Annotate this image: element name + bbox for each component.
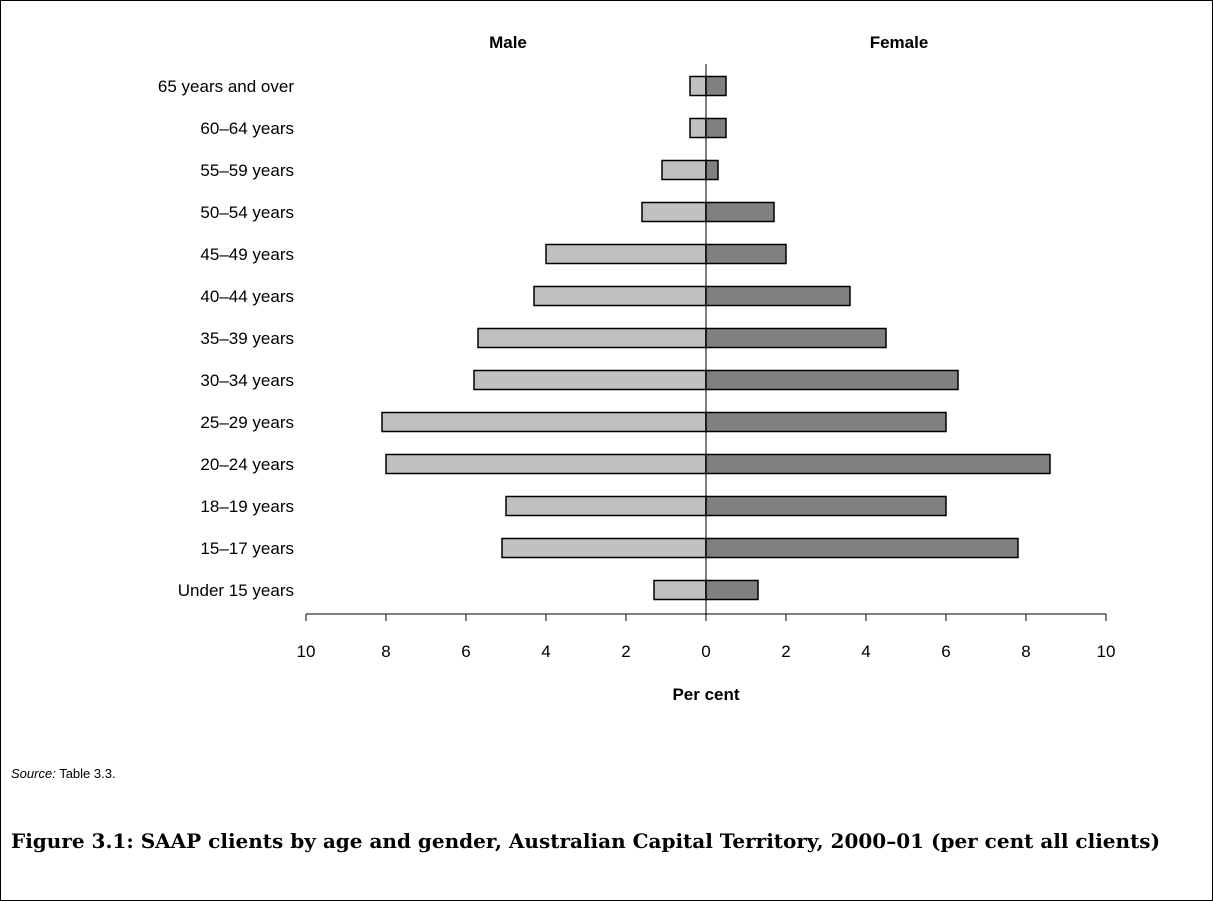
bar-male — [653, 579, 707, 601]
x-tick-label: 2 — [781, 642, 790, 661]
x-axis-title: Per cent — [672, 685, 739, 704]
category-label: 18–19 years — [200, 497, 294, 516]
x-tick-label: 4 — [541, 642, 550, 661]
x-tick-label: 0 — [701, 642, 710, 661]
category-label: 25–29 years — [200, 413, 294, 432]
x-tick-label: 4 — [861, 642, 870, 661]
bar-female — [705, 327, 887, 349]
category-label: 60–64 years — [200, 119, 294, 138]
x-tick-label: 8 — [1021, 642, 1030, 661]
category-label: 15–17 years — [200, 539, 294, 558]
bar-female — [705, 117, 727, 139]
x-tick-label: 10 — [297, 642, 316, 661]
bar-female — [705, 201, 775, 223]
category-label: 40–44 years — [200, 287, 294, 306]
bar-male — [501, 537, 707, 559]
population-pyramid-chart: Male Female 65 years and over 60–64 years 55… — [158, 33, 1116, 704]
source-note: Source: Table 3.3. — [11, 766, 116, 781]
bar-male — [385, 453, 707, 475]
x-tick-label: 6 — [941, 642, 950, 661]
bar-female — [705, 285, 851, 307]
source-label: Source: — [11, 766, 56, 781]
bar-male — [641, 201, 707, 223]
bar-female — [705, 159, 719, 181]
bar-male — [533, 285, 707, 307]
bar-male — [689, 117, 707, 139]
series-header-male: Male — [489, 33, 527, 52]
category-label: 55–59 years — [200, 161, 294, 180]
x-tick-label: 10 — [1097, 642, 1116, 661]
bar-male — [477, 327, 707, 349]
bar-male — [545, 243, 707, 265]
bar-female — [705, 411, 947, 433]
category-label: 45–49 years — [200, 245, 294, 264]
bar-female — [705, 75, 727, 97]
category-label: 50–54 years — [200, 203, 294, 222]
category-label: 35–39 years — [200, 329, 294, 348]
source-text: Table 3.3. — [55, 766, 116, 781]
x-tick-label: 2 — [621, 642, 630, 661]
bar-male — [505, 495, 707, 517]
bar-male — [661, 159, 707, 181]
bar-female — [705, 579, 759, 601]
x-tick-label: 6 — [461, 642, 470, 661]
figure-caption: Figure 3.1: SAAP clients by age and gend… — [11, 829, 1161, 853]
bar-female — [705, 537, 1019, 559]
category-label: Under 15 years — [178, 581, 294, 600]
bar-male — [473, 369, 707, 391]
series-header-female: Female — [870, 33, 929, 52]
bar-female — [705, 369, 959, 391]
bar-female — [705, 243, 787, 265]
bar-male — [381, 411, 707, 433]
category-label: 20–24 years — [200, 455, 294, 474]
bar-female — [705, 495, 947, 517]
bar-female — [705, 453, 1051, 475]
category-label: 65 years and over — [158, 77, 294, 96]
bar-male — [689, 75, 707, 97]
x-tick-label: 8 — [381, 642, 390, 661]
category-label: 30–34 years — [200, 371, 294, 390]
